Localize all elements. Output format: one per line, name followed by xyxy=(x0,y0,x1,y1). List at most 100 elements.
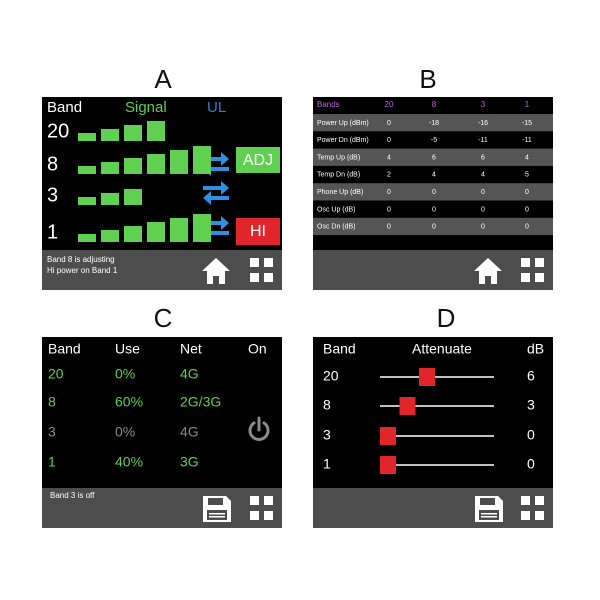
table-cell: 2 xyxy=(387,172,391,179)
slider-knob[interactable] xyxy=(399,397,416,415)
signal-bar xyxy=(170,218,188,242)
panel-label: A xyxy=(154,64,172,94)
table-row xyxy=(313,217,553,236)
screen xyxy=(42,337,282,488)
menu-icon[interactable] xyxy=(250,258,273,282)
table-cell: -18 xyxy=(429,120,439,127)
header: Net xyxy=(180,341,202,357)
table-cell: 0 xyxy=(387,189,391,196)
adj-badge xyxy=(236,147,280,173)
table-cell: 0 xyxy=(387,137,391,144)
table-cell: 0 xyxy=(432,224,436,231)
table-cell: 0 xyxy=(525,224,529,231)
db-value: 3 xyxy=(527,397,535,413)
header: dB xyxy=(527,341,544,357)
status-bar xyxy=(42,488,282,528)
table-header: Bands xyxy=(317,100,340,109)
slider-knob[interactable] xyxy=(419,368,435,386)
status-text: Band 8 is adjusting xyxy=(47,255,115,264)
signal-bar xyxy=(101,129,119,141)
table-cell: Power Dn (dBm) xyxy=(317,137,369,144)
table-header: 8 xyxy=(432,100,437,109)
table-cell: 6 xyxy=(432,154,436,161)
band-number: 1 xyxy=(323,456,331,472)
db-value: 0 xyxy=(527,456,535,472)
table-cell: 0 xyxy=(525,189,529,196)
hi-badge xyxy=(236,218,280,245)
table-cell: 0 xyxy=(387,206,391,213)
signal-bar xyxy=(147,121,165,141)
band-number: 8 xyxy=(323,397,331,413)
table-cell: 0 xyxy=(481,206,485,213)
signal-bar xyxy=(147,222,165,242)
signal-bar xyxy=(193,146,211,174)
status-text: Hi power on Band 1 xyxy=(47,266,118,275)
signal-bar xyxy=(170,150,188,174)
header: Band xyxy=(48,341,81,357)
header: On xyxy=(248,341,267,357)
table-cell: 0 xyxy=(387,224,391,231)
menu-icon[interactable] xyxy=(250,496,273,520)
band-number: 3 xyxy=(323,427,331,443)
table-cell: Power Up (dBm) xyxy=(317,120,369,127)
band-number: 20 xyxy=(323,368,339,384)
signal-bar xyxy=(124,226,142,242)
table-cell: -11 xyxy=(522,137,532,144)
save-icon[interactable] xyxy=(203,496,231,522)
table-cell: 4 xyxy=(481,172,485,179)
status-bar xyxy=(313,488,553,528)
menu-icon[interactable] xyxy=(521,496,544,520)
home-icon[interactable] xyxy=(202,258,230,284)
row-cell: 0% xyxy=(115,366,135,382)
row-cell: 20 xyxy=(48,366,64,382)
signal-bar xyxy=(124,158,142,174)
table-cell: Phone Up (dB) xyxy=(317,189,363,196)
slider-knob[interactable] xyxy=(380,456,396,474)
table-cell: Temp Up (dB) xyxy=(317,154,360,161)
header: Band xyxy=(323,341,356,357)
adj-label: ADJ xyxy=(243,152,273,169)
row-cell: 8 xyxy=(48,394,56,410)
status-text: Band 3 is off xyxy=(50,491,95,500)
table-cell: 0 xyxy=(481,224,485,231)
panel-label: B xyxy=(419,64,436,94)
table-header: 3 xyxy=(481,100,486,109)
table-cell: 6 xyxy=(481,154,485,161)
row-cell: 4G xyxy=(180,366,199,382)
table-row xyxy=(313,114,553,132)
table-cell: 0 xyxy=(387,120,391,127)
table-cell: -5 xyxy=(431,137,437,144)
signal-bar xyxy=(124,125,142,141)
table-header: 20 xyxy=(385,100,394,109)
table-cell: -16 xyxy=(478,120,488,127)
band-number: 8 xyxy=(47,153,58,175)
band-number: 1 xyxy=(47,221,58,243)
row-cell: 60% xyxy=(115,394,143,410)
row-cell: 1 xyxy=(48,454,56,470)
panel-label: D xyxy=(437,303,456,333)
row-cell: 40% xyxy=(115,454,143,470)
slider-knob[interactable] xyxy=(380,427,396,445)
band-number: 3 xyxy=(47,184,58,206)
menu-icon[interactable] xyxy=(521,258,544,282)
signal-bar xyxy=(124,189,142,205)
table-cell: 0 xyxy=(525,206,529,213)
signal-bar xyxy=(147,154,165,174)
signal-bar xyxy=(193,214,211,242)
row-cell: 3G xyxy=(180,454,199,470)
header: Use xyxy=(115,341,140,357)
header: Band xyxy=(47,99,82,116)
table-row xyxy=(313,183,553,201)
home-icon[interactable] xyxy=(474,258,502,284)
hi-label: HI xyxy=(250,223,266,240)
table-cell: -15 xyxy=(522,120,532,127)
power-icon[interactable] xyxy=(248,416,270,441)
save-icon[interactable] xyxy=(475,496,503,522)
row-cell: 4G xyxy=(180,424,199,440)
table-row xyxy=(313,148,553,166)
row-cell: 2G/3G xyxy=(180,394,221,410)
signal-bar xyxy=(78,133,96,141)
header: UL xyxy=(207,99,226,116)
screen xyxy=(313,337,553,488)
panel-label: C xyxy=(154,303,173,333)
